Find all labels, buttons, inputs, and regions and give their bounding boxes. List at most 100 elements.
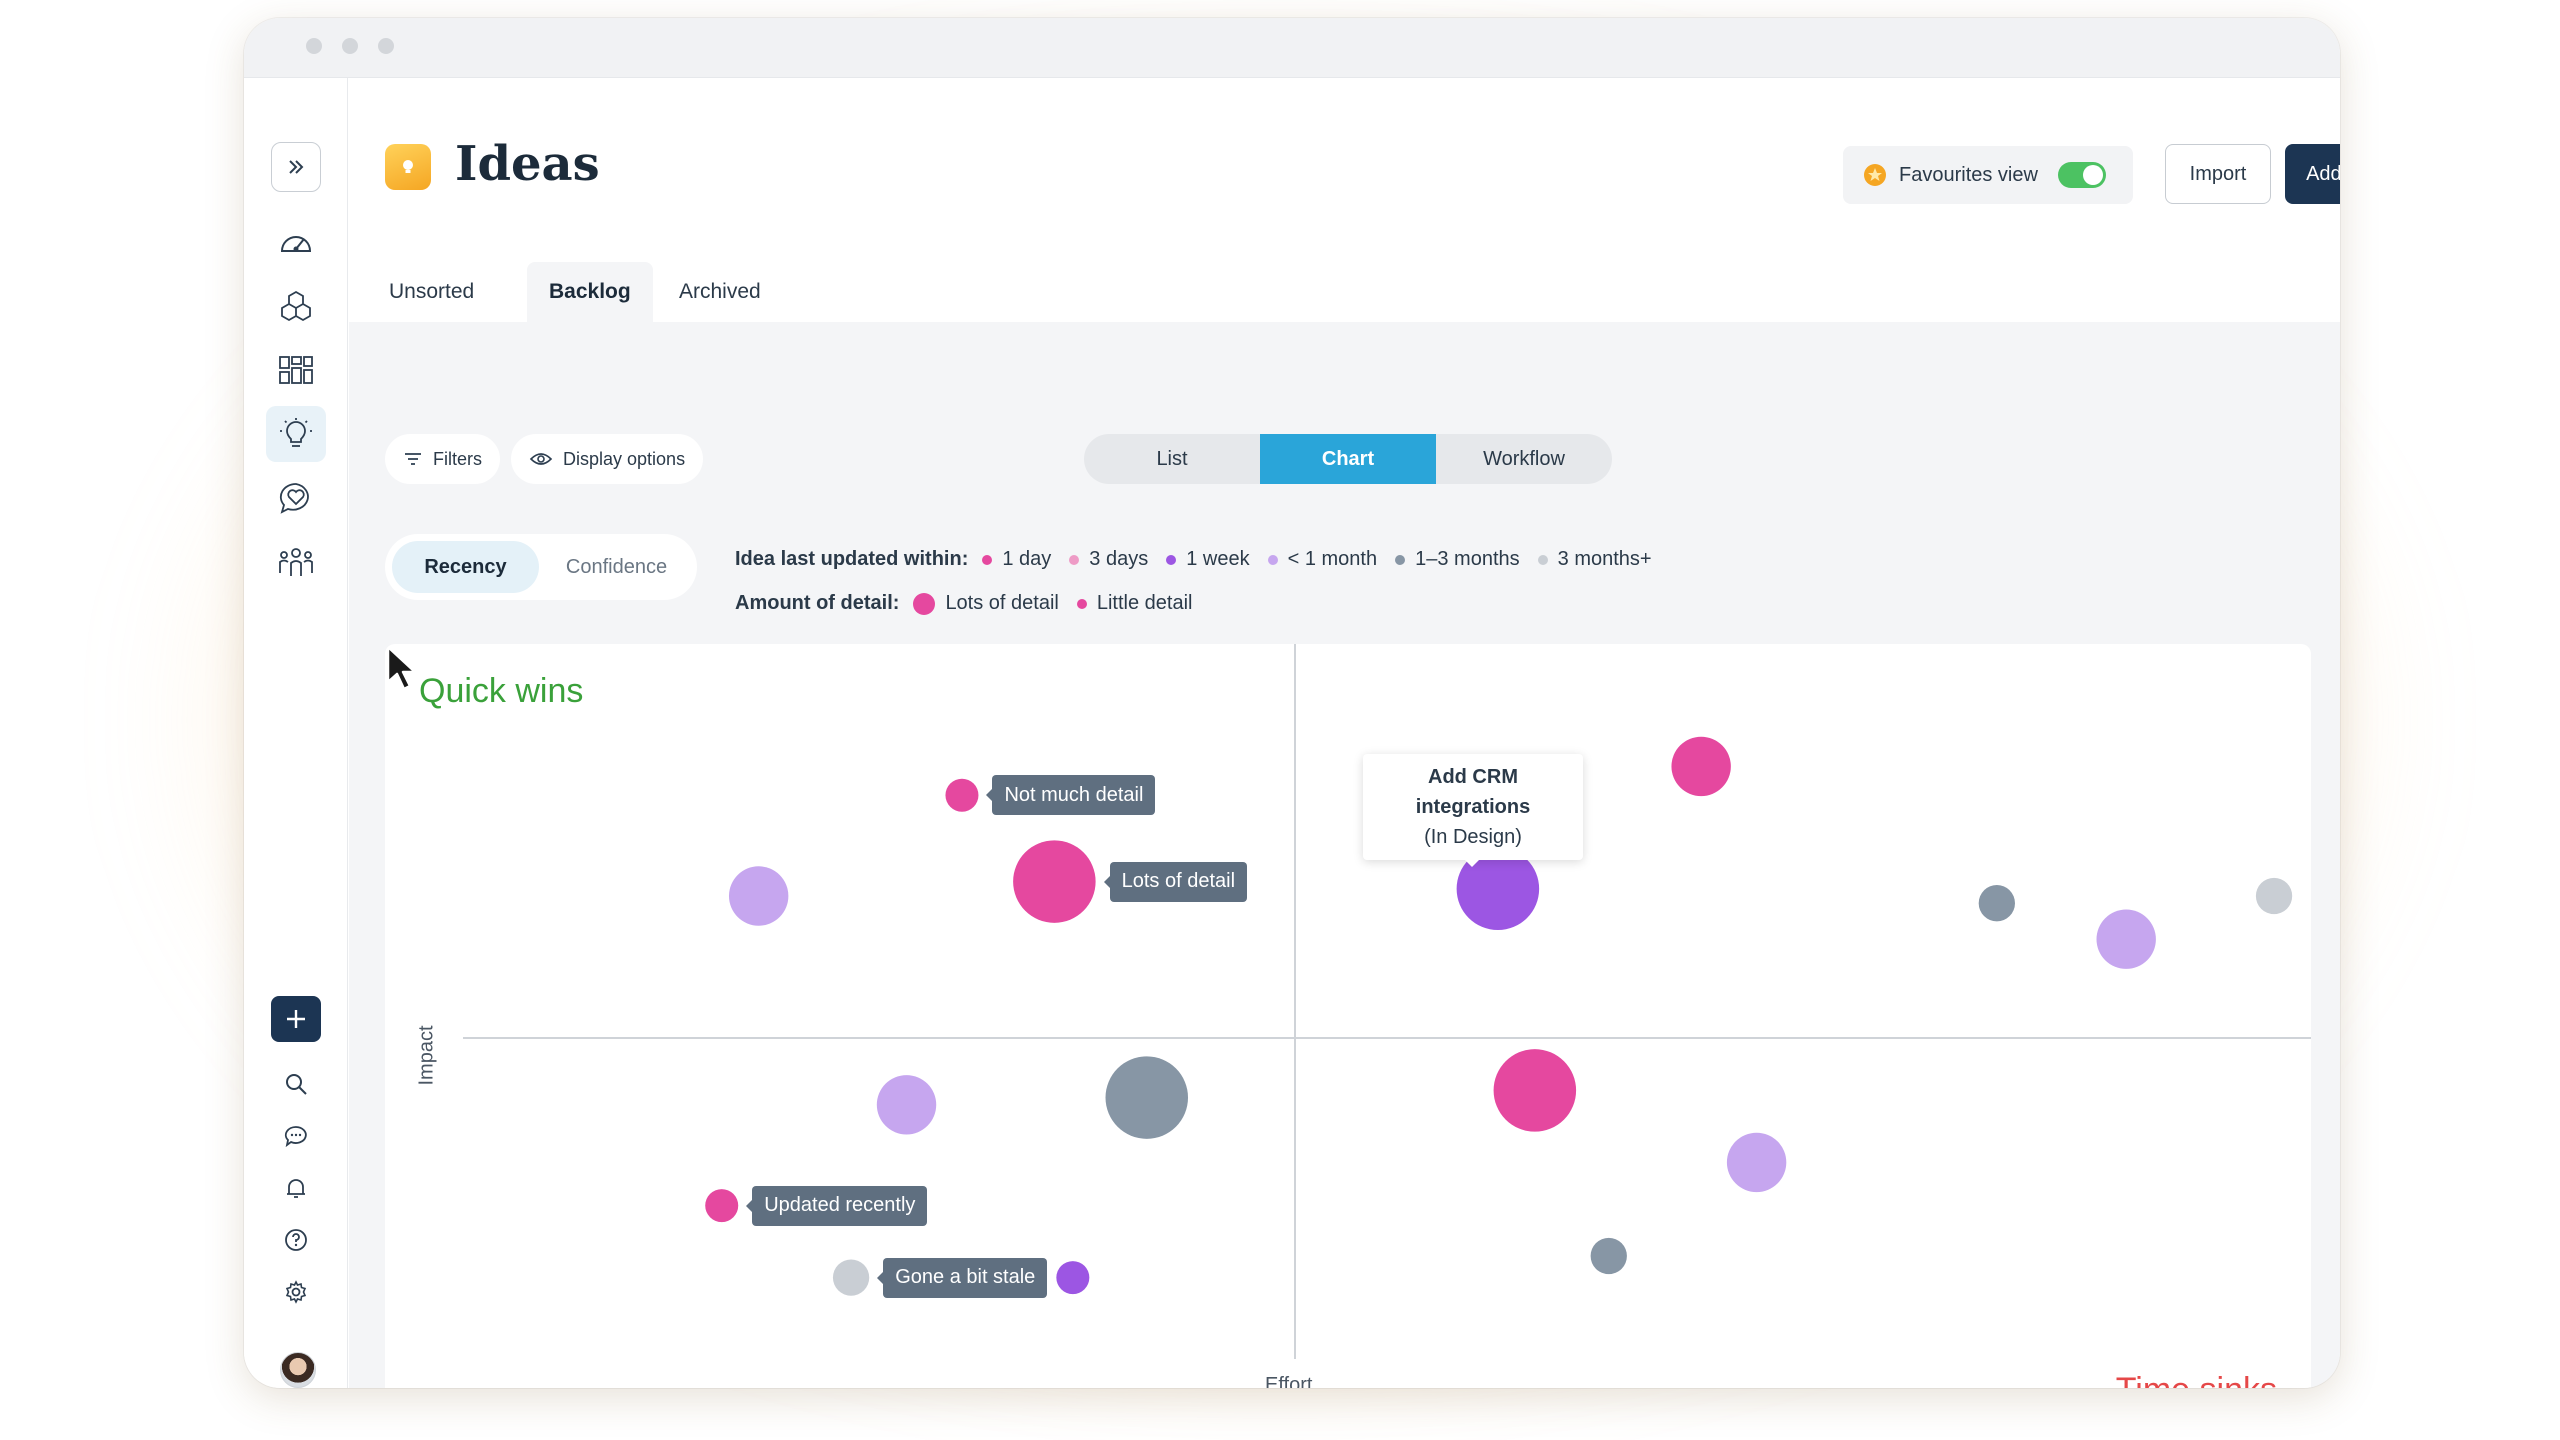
chat-icon [284, 1126, 307, 1148]
idea-point[interactable] [705, 1189, 739, 1223]
page-title: Ideas [455, 136, 600, 192]
window-dot [306, 38, 322, 54]
display-options-button[interactable]: Display options [511, 434, 704, 484]
legend-label: 3 months+ [1557, 548, 1652, 570]
create-button[interactable] [271, 996, 321, 1042]
point-annotation: Lots of detail [1103, 861, 1248, 902]
ideas-app-icon [385, 144, 431, 190]
hover-card-status: (In Design) [1424, 826, 1522, 848]
expand-sidebar-button[interactable] [271, 142, 321, 192]
legend-swatch [1076, 598, 1087, 609]
idea-point[interactable] [1056, 1261, 1090, 1295]
tab-unsorted[interactable]: Unsorted [389, 280, 475, 303]
legend-label: Lots of detail [945, 592, 1059, 614]
main-area: Ideas Favourites view Import Add an Idea… [349, 78, 2340, 1388]
legend-swatch [982, 554, 993, 565]
legend-swatch [1166, 554, 1177, 565]
legend-label: < 1 month [1287, 548, 1378, 570]
idea-point[interactable] [1726, 1132, 1787, 1193]
sidebar-item-feedback[interactable] [266, 470, 326, 526]
chart-canvas [463, 644, 2311, 1359]
window-dot [342, 38, 358, 54]
legend-swatch [1069, 554, 1080, 565]
display-options-label: Display options [563, 448, 686, 469]
view-workflow[interactable]: Workflow [1483, 447, 1565, 470]
gear-icon [285, 1280, 307, 1304]
sidebar-item-dashboard[interactable] [266, 214, 326, 270]
idea-point[interactable] [1978, 885, 2015, 922]
legend-label: 1 day [1002, 548, 1052, 570]
sidebar-item-team[interactable] [266, 534, 326, 590]
idea-point[interactable] [1013, 840, 1096, 923]
help-icon [285, 1229, 307, 1251]
cubes-icon [281, 290, 311, 322]
bell-icon [287, 1179, 305, 1198]
idea-point[interactable] [1671, 736, 1731, 797]
point-annotation: Gone a bit stale [877, 1257, 1048, 1298]
detail-legend-label: Amount of detail: [735, 592, 900, 614]
sidebar-item-products[interactable] [266, 278, 326, 334]
filters-button[interactable]: Filters [385, 434, 500, 484]
idea-point[interactable] [2255, 877, 2293, 915]
legend-item: Little detail [1076, 592, 1193, 615]
idea-point[interactable] [832, 1259, 870, 1296]
import-button[interactable]: Import [2165, 144, 2271, 204]
mode-recency[interactable]: Recency [392, 541, 539, 593]
comments-button[interactable] [278, 1118, 314, 1154]
window-dot [378, 38, 394, 54]
avatar[interactable] [280, 1352, 316, 1388]
favourites-view-label: Favourites view [1899, 163, 2038, 186]
window-titlebar [244, 18, 2340, 78]
idea-point[interactable] [1456, 847, 1540, 931]
quadrant-label-time-sinks: Time sinks [2116, 1371, 2277, 1388]
help-button[interactable] [278, 1222, 314, 1258]
tab-archived[interactable]: Archived [679, 280, 761, 303]
heart-chat-icon [279, 483, 309, 514]
speedometer-icon [280, 236, 312, 252]
favourites-toggle-switch[interactable] [2057, 162, 2106, 188]
point-annotation: Not much detail [986, 775, 1156, 816]
filters-label: Filters [433, 448, 482, 469]
search-button[interactable] [278, 1066, 314, 1102]
app-window: Ideas Favourites view Import Add an Idea… [244, 18, 2340, 1388]
legend-item: 3 days [1069, 548, 1148, 571]
view-chart[interactable]: Chart [1260, 434, 1436, 484]
idea-point[interactable] [1590, 1237, 1627, 1275]
idea-point[interactable] [728, 866, 789, 926]
add-idea-button[interactable]: Add an Idea [2285, 144, 2340, 204]
hover-card-title: Add CRM integrations [1415, 766, 1531, 818]
legend-item: < 1 month [1267, 548, 1378, 571]
point-annotation: Updated recently [746, 1185, 928, 1226]
y-axis-label: Impact [415, 1025, 438, 1086]
legend-item: 1–3 months [1395, 548, 1520, 571]
tab-backlog[interactable]: Backlog [527, 262, 653, 322]
idea-point[interactable] [2096, 909, 2156, 969]
detail-legend: Amount of detail: Lots of detail Little d… [735, 592, 1210, 615]
mouse-cursor-icon [386, 645, 417, 691]
content-area: Filters Display options List Chart Workf… [349, 322, 2340, 1388]
lightbulb-icon [280, 418, 312, 447]
idea-hover-card: Add CRM integrations (In Design) [1363, 754, 1583, 867]
view-list[interactable]: List [1156, 447, 1188, 470]
sidebar-item-boards[interactable] [266, 342, 326, 398]
legend-item: Lots of detail [913, 592, 1059, 615]
legend-label: 1 week [1186, 548, 1250, 570]
sidebar [244, 78, 348, 1388]
legend-item: 3 months+ [1537, 548, 1652, 571]
mode-confidence[interactable]: Confidence [565, 555, 668, 578]
idea-point[interactable] [945, 778, 979, 812]
filter-icon [405, 453, 421, 465]
sidebar-item-ideas[interactable] [266, 406, 326, 462]
lightbulb-icon [403, 160, 413, 173]
legend-swatch [1267, 554, 1278, 565]
idea-point[interactable] [876, 1075, 937, 1135]
legend-label: Little detail [1096, 592, 1193, 614]
legend-swatch [1537, 554, 1548, 565]
favourites-view-toggle[interactable]: Favourites view [1843, 146, 2133, 204]
settings-button[interactable] [278, 1274, 314, 1310]
idea-point[interactable] [1105, 1056, 1189, 1139]
view-switcher: List Chart Workflow [1084, 434, 1612, 484]
recency-legend: Idea last updated within: 1 day 3 days 1 w… [735, 548, 1670, 571]
notifications-button[interactable] [278, 1170, 314, 1206]
idea-point[interactable] [1493, 1049, 1577, 1132]
